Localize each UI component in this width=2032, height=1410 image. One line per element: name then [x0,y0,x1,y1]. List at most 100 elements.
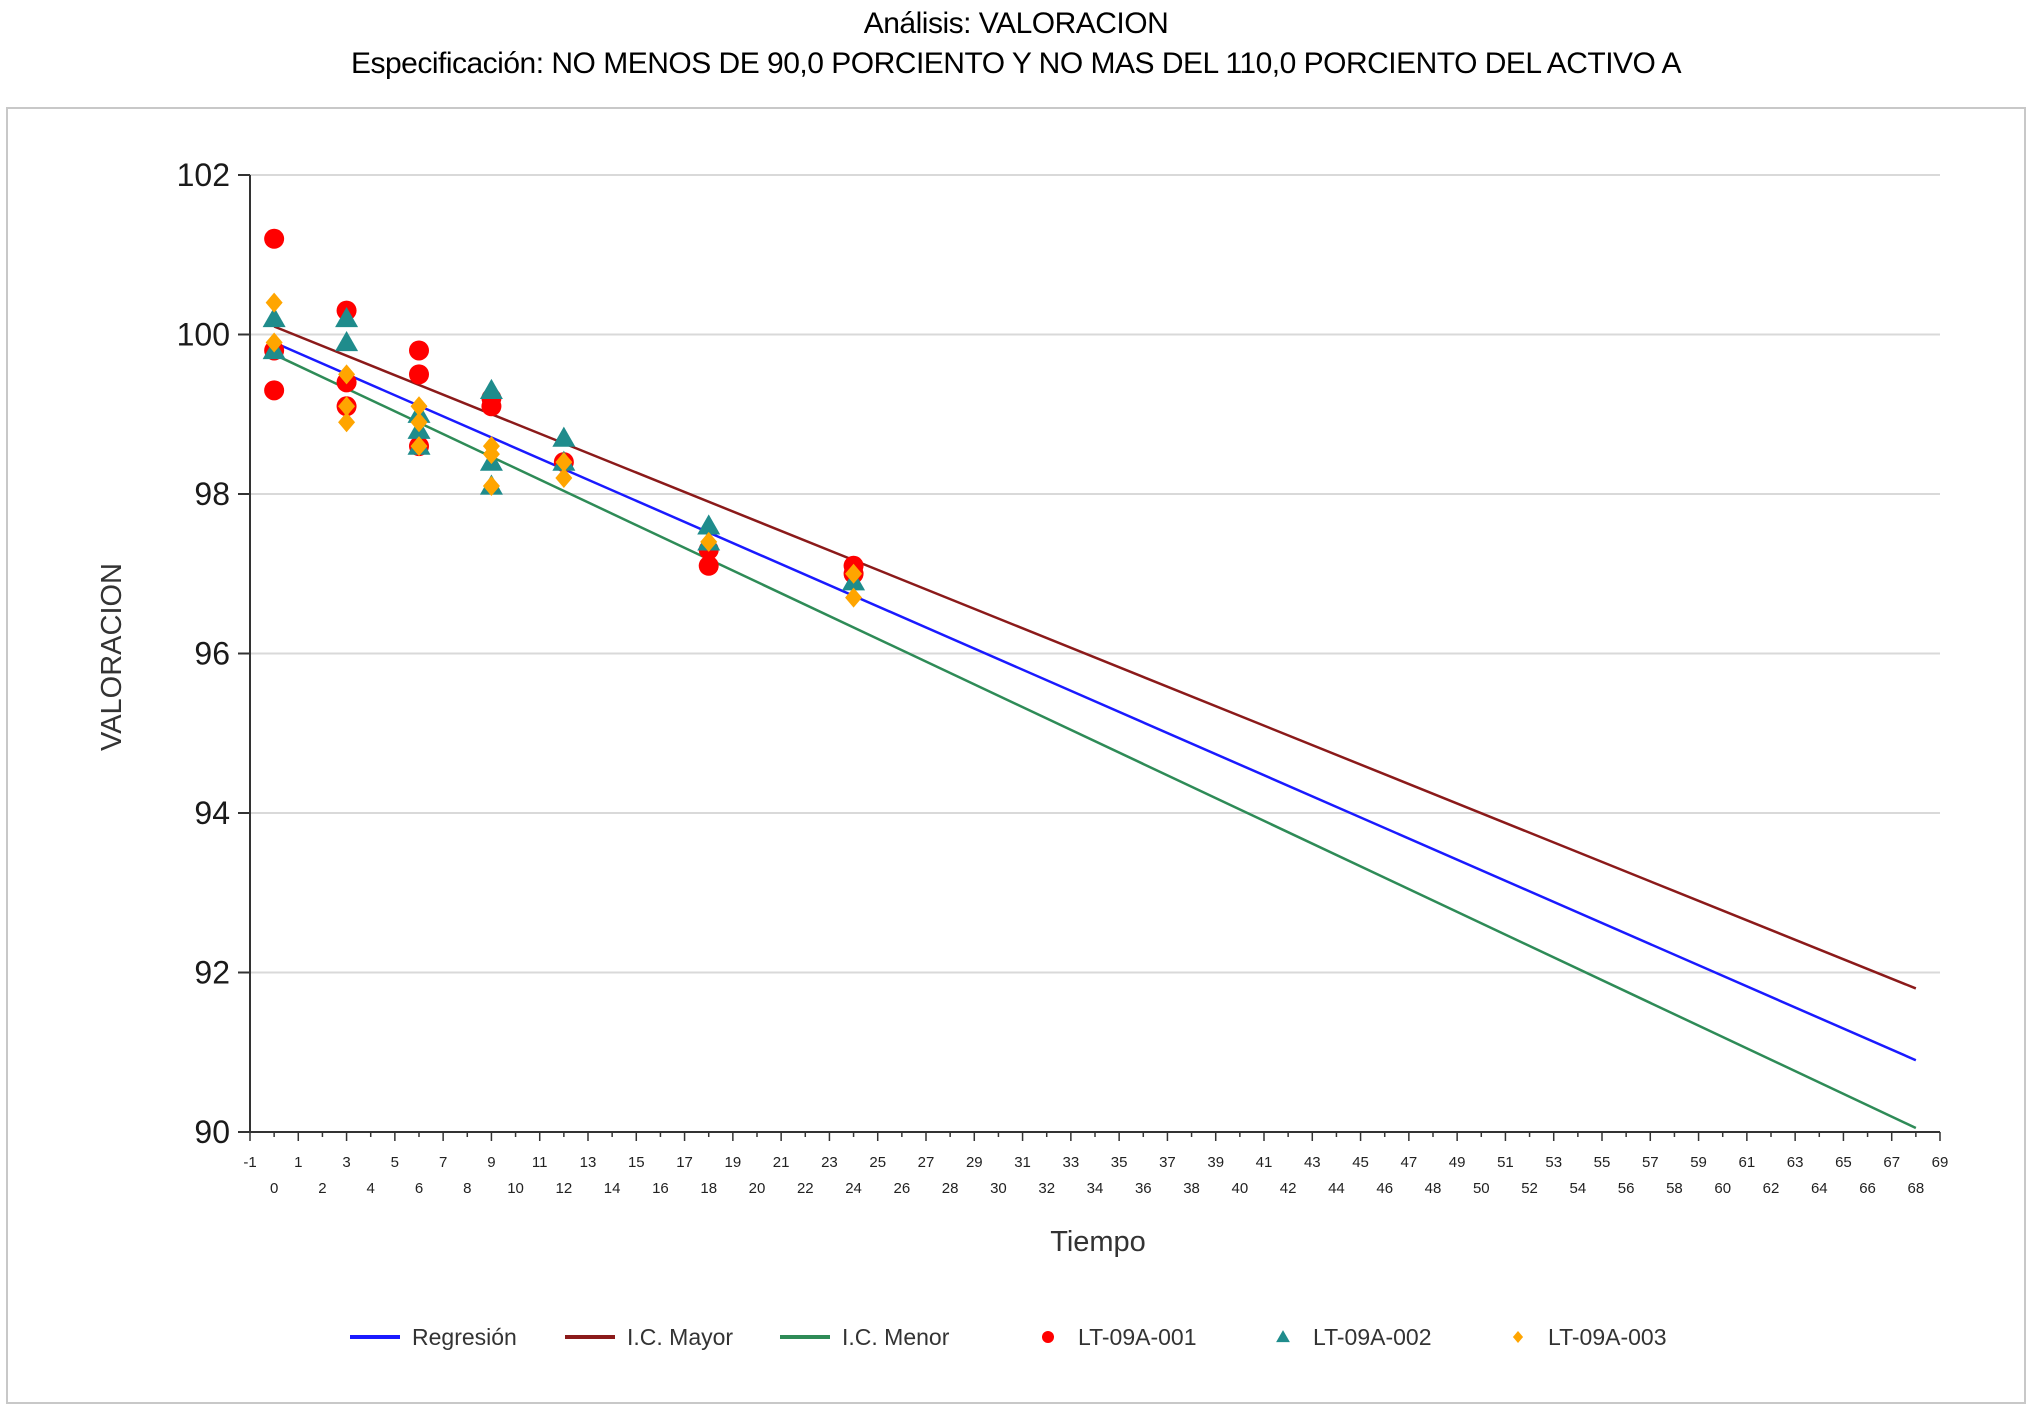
y-tick-label: 92 [194,955,230,991]
series-line-2 [273,325,1917,990]
series-points-3 [265,292,863,608]
x-tick-label: 68 [1908,1180,1925,1197]
x-tick-label: 3 [342,1154,350,1171]
x-tick-label: 69 [1932,1154,1949,1171]
series-line-1 [273,341,1917,1062]
x-tick-label: 44 [1328,1180,1345,1197]
x-tick-label: 20 [749,1180,766,1197]
legend-swatch [1512,1331,1524,1343]
data-point [479,378,503,399]
data-point [552,426,576,447]
legend-label: I.C. Menor [842,1324,950,1350]
chart-title: Análisis: VALORACION [864,7,1169,40]
y-tick-label: 102 [177,157,230,193]
data-point [264,228,285,249]
data-point [262,307,286,328]
legend-label: LT-09A-001 [1078,1324,1196,1350]
x-tick-label: 26 [894,1180,911,1197]
data-point [481,396,502,417]
data-point [845,563,863,584]
x-tick-label: 12 [556,1180,573,1197]
x-tick-label: 25 [869,1154,886,1171]
x-tick-label: 38 [1183,1180,1200,1197]
data-point [410,436,428,457]
legend-item: Regresión [350,1324,517,1350]
x-tick-label: 18 [700,1180,717,1197]
x-tick-label: 46 [1376,1180,1393,1197]
legend-item: LT-09A-003 [1512,1324,1666,1350]
series-line-3 [273,353,1917,1130]
x-tick-label: 8 [463,1180,471,1197]
x-tick-label: 24 [845,1180,862,1197]
x-tick-label: 52 [1521,1180,1538,1197]
x-tick-label: 0 [270,1180,278,1197]
x-tick-label: 13 [580,1154,597,1171]
x-tick-label: 34 [1087,1180,1104,1197]
x-tick-label: 48 [1425,1180,1442,1197]
x-tick-label: 21 [773,1154,790,1171]
data-point [482,444,500,465]
x-tick-label: 31 [1014,1154,1031,1171]
x-tick-label: 49 [1449,1154,1466,1171]
y-tick-label: 94 [194,795,230,831]
x-tick-label: 65 [1835,1154,1852,1171]
x-tick-label: 4 [367,1180,375,1197]
x-tick-label: 37 [1159,1154,1176,1171]
legend-label: LT-09A-003 [1548,1324,1666,1350]
x-tick-label: 59 [1690,1154,1707,1171]
data-point [700,531,718,552]
x-tick-label: 50 [1473,1180,1490,1197]
x-tick-label: 22 [797,1180,814,1197]
x-tick-label: 56 [1618,1180,1635,1197]
data-point [845,587,863,608]
x-tick-label: 19 [725,1154,742,1171]
data-point [410,396,428,417]
x-tick-label: 5 [391,1154,399,1171]
x-tick-label: 55 [1594,1154,1611,1171]
x-tick-label: 36 [1135,1180,1152,1197]
x-tick-label: 53 [1545,1154,1562,1171]
x-tick-label: 2 [318,1180,326,1197]
legend-label: Regresión [412,1324,517,1350]
data-point [697,514,721,535]
legend-item: I.C. Mayor [565,1324,733,1350]
x-axis-title: Tiempo [1050,1226,1146,1258]
data-point [698,555,719,576]
x-tick-label: 40 [1232,1180,1249,1197]
x-tick-label: 27 [918,1154,935,1171]
x-tick-label: 62 [1763,1180,1780,1197]
y-tick-label: 90 [194,1114,230,1150]
legend-label: LT-09A-002 [1313,1324,1431,1350]
x-tick-label: 16 [652,1180,669,1197]
x-tick-label: 9 [487,1154,495,1171]
data-point [555,468,573,489]
x-tick-label: 47 [1401,1154,1418,1171]
x-tick-label: 32 [1038,1180,1055,1197]
x-tick-label: 15 [628,1154,645,1171]
grid-lines [250,174,1940,974]
x-tick-label: -1 [243,1154,256,1171]
x-tick-label: 61 [1739,1154,1756,1171]
data-point [338,396,356,417]
x-tick-label: 17 [676,1154,693,1171]
chart-frame [6,107,2026,1404]
legend-item: I.C. Menor [780,1324,950,1350]
data-point [555,452,573,473]
y-tick-label: 100 [177,317,230,353]
x-tick-label: 30 [990,1180,1007,1197]
x-tick-label: 51 [1497,1154,1514,1171]
data-point [264,380,285,401]
x-tick-label: 23 [821,1154,838,1171]
data-point [409,340,429,361]
x-tick-label: 42 [1280,1180,1297,1197]
x-tick-label: 66 [1859,1180,1876,1197]
legend-item: LT-09A-001 [1042,1324,1196,1350]
x-tick-label: 54 [1570,1180,1587,1197]
x-tick-label: 6 [415,1180,423,1197]
plot-area [262,228,1917,1130]
x-tick-label: 57 [1642,1154,1659,1171]
x-tick-label: 28 [942,1180,959,1197]
x-tick-label: 29 [966,1154,983,1171]
